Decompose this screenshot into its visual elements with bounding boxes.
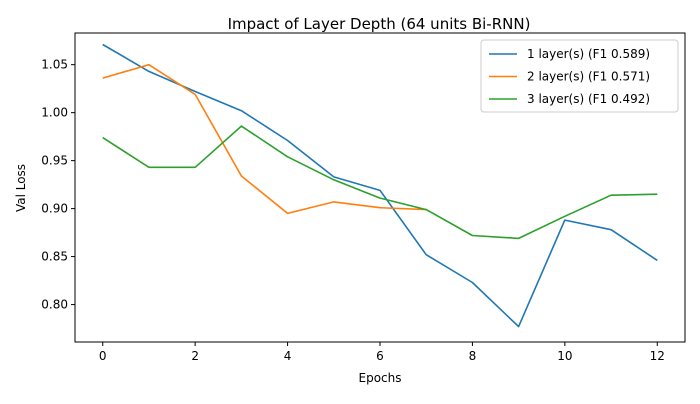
series-line-1 [102, 43, 658, 328]
y-tick-label: 0.80 [41, 298, 68, 312]
series-lines [102, 43, 658, 328]
legend-label-3: 3 layer(s) (F1 0.492) [527, 92, 650, 106]
x-tick-label: 12 [650, 349, 665, 363]
x-tick-label: 4 [284, 349, 292, 363]
y-axis-label: Val Loss [14, 164, 28, 212]
x-axis-label: Epochs [359, 371, 402, 385]
y-tick-label: 1.05 [41, 58, 68, 72]
x-tick-label: 0 [99, 349, 107, 363]
legend-label-1: 1 layer(s) (F1 0.589) [527, 47, 650, 61]
chart-title: Impact of Layer Depth (64 units Bi-RNN) [228, 15, 531, 33]
y-tick-label: 0.95 [41, 154, 68, 168]
y-axis: 0.80 0.85 0.90 0.95 1.00 1.05 [41, 58, 75, 312]
plot-border [74, 32, 686, 343]
legend: 1 layer(s) (F1 0.589) 2 layer(s) (F1 0.57… [480, 39, 679, 113]
x-tick-label: 8 [469, 349, 477, 363]
series-line-3 [102, 125, 658, 240]
y-tick-label: 0.85 [41, 250, 68, 264]
y-tick-label: 1.00 [41, 106, 68, 120]
x-tick-label: 2 [191, 349, 199, 363]
series-line-2 [102, 63, 427, 215]
legend-box [480, 39, 679, 113]
y-tick-label: 0.90 [41, 202, 68, 216]
legend-label-2: 2 layer(s) (F1 0.571) [527, 70, 650, 84]
x-tick-label: 10 [557, 349, 572, 363]
x-tick-label: 6 [376, 349, 384, 363]
x-axis: 0 2 4 6 8 10 12 [99, 342, 665, 363]
